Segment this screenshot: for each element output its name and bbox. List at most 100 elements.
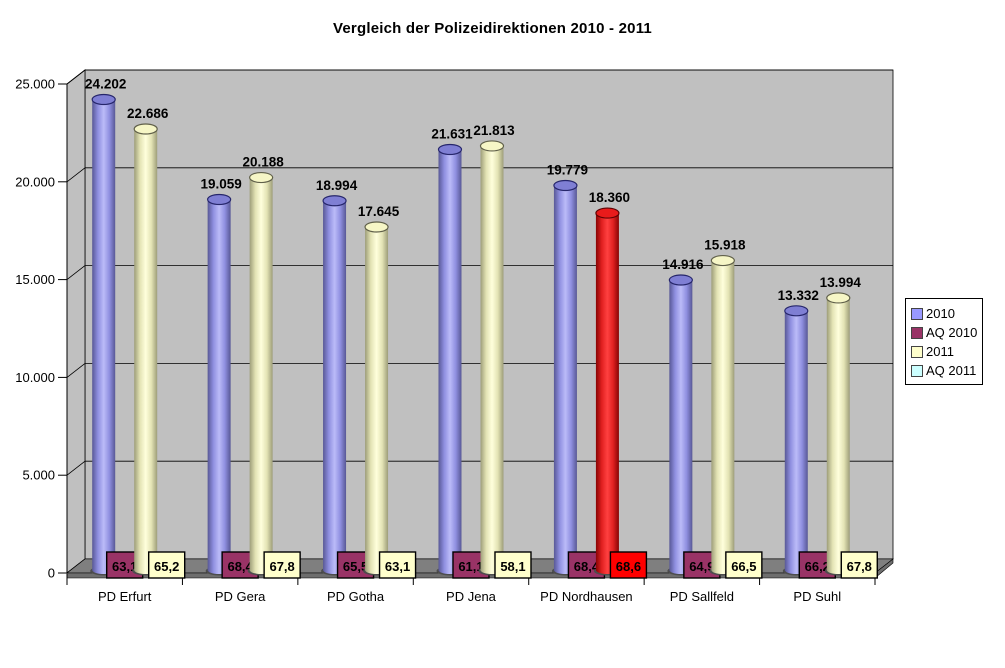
bar-top-cap: [710, 254, 735, 267]
bar-top-cap: [595, 207, 620, 219]
bar-2010-pd-jena: [436, 143, 464, 576]
value-label-2011-pd-gotha: 17.645: [358, 204, 400, 219]
y-axis-label: 10.000: [15, 370, 55, 385]
bar-body: [365, 226, 389, 570]
bar-body: [784, 310, 808, 570]
bar-body: [480, 145, 504, 571]
aq-box-aq-2011-pd-suhl: 67,8: [840, 551, 878, 579]
aq-box-bg: [840, 551, 878, 579]
bar-top-cap: [207, 193, 232, 206]
bar-top-cap: [437, 143, 463, 156]
bar-2010-pd-sallfeld: [667, 274, 695, 576]
bar-2010-pd-gera: [205, 193, 233, 576]
aq-box-aq-2011-pd-sallfeld: 66,5: [725, 551, 763, 579]
bar-body: [553, 185, 577, 570]
legend-swatch-aq-2010: [911, 326, 923, 339]
bar-top-cap: [553, 179, 578, 192]
aq-box-bg: [378, 551, 417, 579]
value-label-2011-pd-gera: 20.188: [242, 155, 284, 170]
aq-value-label: 67,8: [847, 559, 872, 574]
bar-2011-pd-nordhausen: [593, 207, 621, 576]
legend-label: 2011: [926, 344, 954, 359]
gridline-side: [66, 460, 86, 476]
value-label-2010-pd-suhl: 13.332: [778, 288, 819, 303]
aq-value-label: 67,8: [269, 559, 294, 574]
bar-2010-pd-erfurt: [90, 93, 118, 576]
aq-box-aq-2011-pd-gotha: 63,1: [378, 551, 417, 579]
bar-body: [92, 99, 116, 570]
bar-top-cap: [668, 274, 693, 286]
aq-box-bg: [494, 551, 532, 579]
value-label-2010-pd-jena: 21.631: [431, 126, 473, 141]
bar-body: [595, 213, 619, 570]
aq-value-label: 65,5: [343, 559, 368, 574]
bar-2011-pd-gera: [247, 171, 275, 576]
category-label-pd-nordhausen: PD Nordhausen: [540, 589, 633, 604]
aq-value-label: 68,4: [574, 559, 600, 574]
bar-top-cap: [364, 221, 389, 233]
value-label-2010-pd-erfurt: 24.202: [85, 77, 126, 92]
value-label-2010-pd-nordhausen: 19.779: [547, 162, 588, 177]
bar-body: [249, 177, 273, 570]
bar-2010-pd-nordhausen: [551, 179, 579, 576]
aq-box-aq-2011-pd-nordhausen: 68,6: [609, 551, 648, 579]
legend-item-aq-2010: AQ 2010: [911, 323, 980, 342]
plot-background: [58, 69, 894, 585]
y-axis-label: 20.000: [15, 174, 55, 189]
chart-title: Vergleich der Polizeidirektionen 2010 - …: [333, 20, 652, 37]
value-label-2010-pd-gotha: 18.994: [316, 178, 358, 193]
legend: 2010 AQ 2010 2011 AQ 2011: [905, 298, 983, 385]
bar-2011-pd-erfurt: [132, 123, 160, 576]
bar-top-cap: [322, 195, 347, 207]
legend-item-aq-2011: AQ 2011: [911, 361, 980, 380]
bar-top-cap: [784, 305, 809, 317]
bar-body: [711, 260, 735, 570]
aq-box-aq-2011-pd-jena: 58,1: [494, 551, 532, 579]
legend-label: AQ 2011: [926, 363, 977, 378]
value-label-2010-pd-gera: 19.059: [200, 176, 241, 191]
aq-value-label: 63,1: [385, 559, 410, 574]
category-label-pd-gera: PD Gera: [215, 589, 266, 604]
aq-value-label: 66,2: [805, 559, 830, 574]
bar-body: [134, 128, 158, 570]
bar-2011-pd-gotha: [363, 221, 391, 576]
y-axis-label: 5.000: [22, 468, 55, 483]
aq-value-label: 68,4: [227, 559, 253, 574]
bar-2011-pd-suhl: [824, 292, 852, 576]
bar-top-cap: [133, 123, 158, 135]
legend-label: 2010: [926, 306, 955, 321]
category-label-pd-sallfeld: PD Sallfeld: [670, 589, 734, 604]
bar-top-cap: [479, 140, 505, 152]
value-label-2011-pd-jena: 21.813: [473, 123, 515, 138]
value-label-2011-pd-erfurt: 22.686: [127, 106, 169, 121]
value-label-2010-pd-sallfeld: 14.916: [662, 257, 704, 272]
aq-value-label: 68,6: [616, 559, 641, 574]
bar-top-cap: [249, 171, 274, 184]
bar-2011-pd-sallfeld: [709, 254, 737, 576]
category-label-pd-suhl: PD Suhl: [793, 589, 841, 604]
aq-value-label: 64,9: [689, 559, 714, 574]
value-label-2011-pd-nordhausen: 18.360: [589, 190, 630, 205]
bar-2011-pd-jena: [478, 140, 506, 576]
gridline-side: [66, 265, 86, 280]
y-axis-label: 15.000: [15, 272, 55, 287]
aq-box-bg: [609, 551, 648, 579]
aq-value-label: 58,1: [500, 559, 525, 574]
bar-body: [438, 149, 462, 571]
aq-box-bg: [147, 551, 186, 579]
aq-box-bg: [725, 551, 763, 579]
gridline-side: [66, 69, 86, 85]
gridline-side: [66, 363, 86, 378]
legend-swatch-aq-2011: [911, 364, 923, 377]
legend-item-2011: 2011: [911, 342, 980, 361]
category-label-pd-jena: PD Jena: [446, 589, 497, 604]
bar-body: [669, 280, 693, 570]
legend-label: AQ 2010: [926, 325, 978, 340]
labels-layer: 25.000 20.000 15.000 10.000 5.000 0 PD Erfurt 2…: [15, 77, 861, 605]
aq-value-label: 66,5: [731, 559, 756, 574]
legend-swatch-2011: [911, 345, 923, 358]
aq-value-label: 63,1: [112, 559, 137, 574]
bar-2010-pd-gotha: [321, 195, 349, 576]
